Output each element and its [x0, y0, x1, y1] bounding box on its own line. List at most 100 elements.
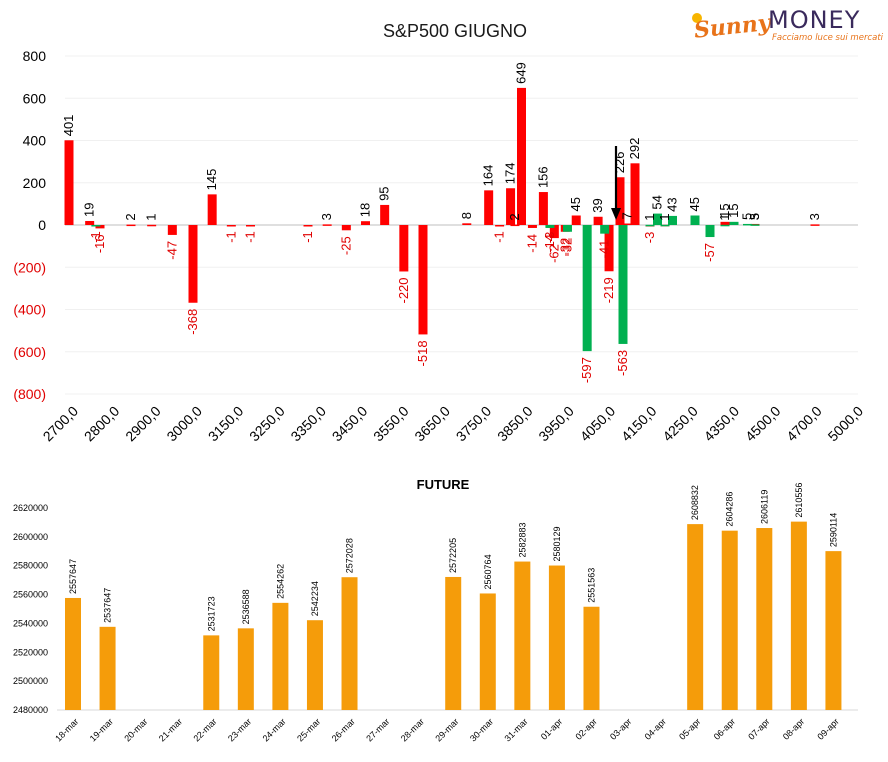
future-bar [583, 606, 600, 710]
future-bar [756, 528, 773, 710]
future-data-label: 2554262 [275, 564, 285, 599]
data-label: -1 [88, 231, 103, 243]
bar [750, 224, 760, 226]
future-data-label: 2572205 [448, 538, 458, 573]
logo-word-money: MONEY [768, 6, 860, 34]
data-label: -1 [223, 231, 238, 243]
data-label: 43 [665, 197, 680, 211]
data-label: -32 [557, 238, 572, 257]
future-data-label: 2551563 [586, 568, 596, 603]
data-label: 19 [82, 203, 97, 217]
data-label: -220 [396, 277, 411, 303]
bar [303, 225, 313, 227]
future-x-tick-label: 18-mar [53, 716, 80, 743]
future-data-label: 2560764 [483, 554, 493, 589]
future-x-tick-label: 19-mar [88, 716, 115, 743]
bar [126, 224, 136, 227]
future-data-label: 2557647 [68, 559, 78, 594]
y-tick-label: (600) [13, 344, 46, 360]
data-label: -57 [702, 243, 717, 262]
future-y-tick-label: 2620000 [13, 503, 48, 513]
data-label: -1 [492, 231, 507, 243]
future-bar [514, 561, 531, 710]
future-data-label: 2537647 [103, 588, 113, 623]
future-y-tick-label: 2500000 [13, 676, 48, 686]
bar [484, 190, 494, 225]
bar [506, 188, 516, 225]
future-x-tick-label: 30-mar [468, 716, 495, 743]
data-label: -3 [642, 232, 657, 244]
future-x-tick-label: 27-mar [364, 716, 391, 743]
bar [545, 225, 555, 228]
bar [322, 224, 332, 226]
bar [582, 225, 592, 352]
bar [600, 225, 610, 234]
future-x-tick-label: 25-mar [295, 716, 322, 743]
bar [593, 216, 603, 225]
future-bar [99, 626, 116, 710]
data-label: 3 [319, 213, 334, 220]
bar [85, 220, 95, 225]
bar [743, 223, 752, 226]
future-chart-title: FUTURE [417, 477, 470, 492]
bar [615, 177, 625, 225]
data-label: 1 [657, 214, 672, 221]
data-label: 3 [747, 213, 762, 220]
bar [705, 225, 715, 238]
data-label: 156 [535, 166, 550, 188]
bar [188, 225, 198, 303]
future-bar [825, 551, 842, 710]
data-label: -518 [415, 340, 430, 366]
future-data-label: 2604286 [725, 492, 735, 527]
bar [91, 225, 101, 227]
data-label: 1 [717, 214, 732, 221]
sp500-chart: S&P500 GIUGNO 800 600 400 200 0 (200) (400) (60… [13, 21, 866, 444]
y-tick-label: (200) [13, 259, 46, 275]
bar [510, 224, 520, 227]
data-label: -368 [185, 309, 200, 335]
data-label: 7 [620, 212, 635, 219]
future-x-tick-label: 03-apr [608, 716, 633, 741]
future-bar [479, 593, 496, 710]
bar [618, 225, 628, 344]
data-label: -14 [542, 234, 557, 253]
bar [562, 225, 572, 232]
data-label: 18 [358, 203, 373, 217]
data-label: -32 [559, 238, 574, 257]
bar [517, 87, 526, 226]
data-label: 401 [61, 115, 76, 137]
future-data-label: 2606119 [759, 490, 769, 524]
data-label: 164 [481, 165, 496, 187]
future-bar [687, 524, 704, 710]
bar [207, 194, 217, 225]
future-y-tick-label: 2520000 [13, 647, 48, 657]
bar [495, 225, 505, 227]
future-x-tick-label: 21-mar [157, 716, 184, 743]
data-label: 174 [503, 163, 518, 185]
future-data-label: 2582883 [517, 523, 527, 558]
future-x-tick-label: 29-mar [433, 716, 460, 743]
future-y-tick-label: 2480000 [13, 705, 48, 715]
arrow-annotation [611, 146, 621, 220]
data-label: 649 [514, 62, 529, 84]
bar [645, 224, 655, 227]
data-label: 1 [657, 214, 672, 221]
bar [418, 225, 428, 335]
data-label: -219 [601, 277, 616, 303]
future-bar [548, 565, 565, 710]
future-y-tick-label: 2540000 [13, 618, 48, 628]
future-x-tick-label: 08-apr [781, 716, 806, 741]
future-x-tick-label: 20-mar [122, 716, 149, 743]
future-x-tick-label: 31-mar [503, 716, 530, 743]
future-bar [341, 577, 358, 710]
y-tick-label: (800) [13, 386, 46, 402]
data-label: 45 [568, 197, 583, 211]
future-bar [65, 597, 81, 710]
future-bar [721, 530, 738, 710]
data-label: -597 [579, 357, 594, 383]
future-x-tick-label: 02-apr [573, 716, 598, 741]
future-data-label: 2610556 [794, 483, 804, 518]
sun-icon [692, 13, 702, 23]
bar [720, 221, 730, 225]
